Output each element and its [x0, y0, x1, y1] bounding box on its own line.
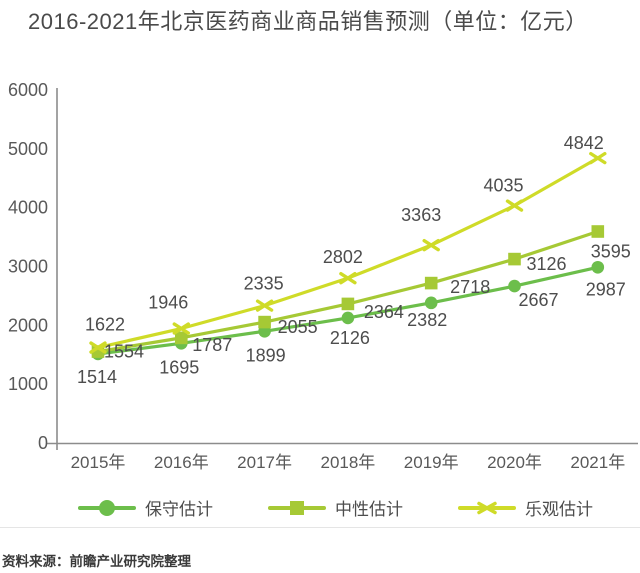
- data-point-label: 2667: [518, 290, 558, 310]
- x-tick-label: 2017年: [237, 453, 292, 472]
- data-point-circle: [591, 260, 605, 274]
- data-point-label: 4035: [483, 176, 523, 196]
- data-point-square: [175, 331, 188, 345]
- data-point-label: 2987: [586, 279, 626, 299]
- y-tick-label: 3000: [8, 257, 48, 277]
- legend-marker-neutral: [268, 500, 326, 516]
- y-tick-label: 0: [38, 433, 48, 453]
- data-point-label: 4842: [564, 133, 604, 153]
- x-tick-label: 2019年: [404, 453, 459, 472]
- y-tick-label: 1000: [8, 374, 48, 394]
- data-point-square: [508, 252, 521, 266]
- legend-label-neutral: 中性估计: [335, 500, 403, 519]
- x-tick-label: 2021年: [570, 453, 625, 472]
- x-tick-label: 2016年: [154, 453, 209, 472]
- square-marker-icon: [290, 500, 304, 515]
- legend-label-conservative: 保守估计: [145, 500, 213, 519]
- x-marker-icon: [477, 501, 497, 514]
- data-point-x: [505, 199, 524, 212]
- data-point-square: [341, 297, 355, 311]
- data-point-square: [258, 315, 271, 329]
- data-point-label: 2335: [244, 274, 284, 294]
- y-tick-label: 4000: [8, 198, 48, 218]
- legend-item-conservative: 保守估计: [78, 495, 213, 520]
- data-point-circle: [424, 296, 438, 310]
- circle-marker-icon: [99, 499, 115, 516]
- data-point-x: [589, 151, 607, 165]
- legend-marker-optimistic: [458, 500, 516, 516]
- data-point-label: 2364: [364, 302, 404, 322]
- data-point-x: [422, 238, 440, 252]
- bottom-divider: [0, 527, 640, 528]
- legend-marker-conservative: [78, 499, 136, 516]
- data-point-square: [424, 276, 438, 290]
- x-tick-label: 2018年: [320, 453, 375, 472]
- data-point-label: 2126: [330, 328, 370, 348]
- legend-item-neutral: 中性估计: [268, 495, 403, 520]
- data-point-label: 2802: [323, 247, 363, 267]
- chart-legend: 保守估计 中性估计 乐观估计: [78, 495, 593, 520]
- data-point-label: 2718: [450, 277, 490, 297]
- data-point-x: [172, 322, 190, 335]
- data-point-label: 2055: [278, 317, 318, 337]
- data-point-label: 3363: [401, 205, 441, 225]
- legend-label-optimistic: 乐观估计: [525, 500, 593, 519]
- x-tick-label: 2015年: [71, 453, 126, 472]
- data-point-label: 1899: [246, 345, 286, 365]
- legend-item-optimistic: 乐观估计: [458, 495, 593, 520]
- chart-title: 2016-2021年北京医药商业商品销售预测（单位：亿元）: [28, 9, 588, 34]
- data-point-label: 1946: [148, 293, 188, 313]
- data-point-label: 1554: [104, 342, 144, 362]
- data-point-x: [255, 299, 274, 312]
- data-point-label: 2382: [407, 310, 447, 330]
- y-tick-label: 2000: [8, 315, 48, 335]
- data-point-circle: [508, 279, 521, 293]
- data-point-label: 3595: [591, 241, 631, 261]
- source-note: 资料来源：前瞻产业研究院整理: [2, 554, 191, 569]
- data-point-label: 1695: [159, 357, 199, 377]
- data-point-label: 3126: [526, 254, 566, 274]
- x-tick-label: 2020年: [487, 453, 542, 472]
- data-point-label: 1514: [77, 367, 117, 387]
- data-point-x: [339, 271, 357, 285]
- y-tick-label: 6000: [8, 80, 48, 100]
- data-point-circle: [341, 311, 355, 325]
- data-point-square: [591, 225, 605, 238]
- data-point-label: 1622: [85, 315, 125, 335]
- data-point-x: [89, 341, 107, 354]
- y-tick-label: 5000: [8, 139, 48, 159]
- data-point-label: 1787: [192, 335, 232, 355]
